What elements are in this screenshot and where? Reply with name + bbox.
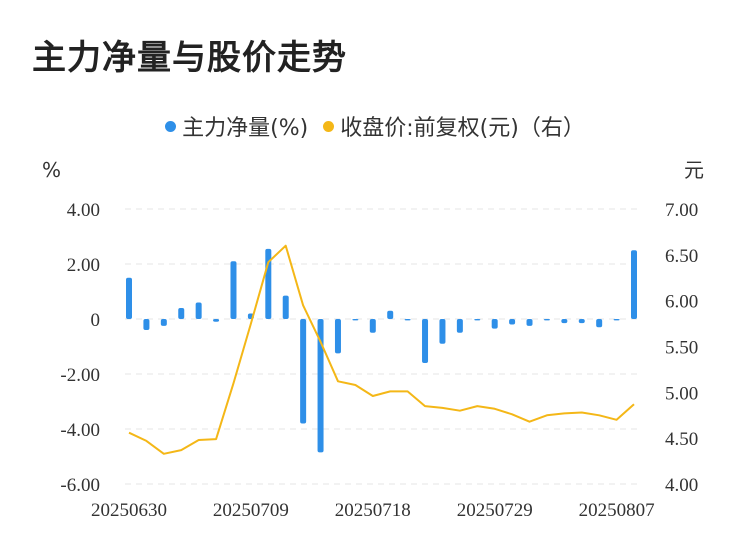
net-volume-bar	[631, 250, 637, 319]
grid-lines	[125, 208, 640, 485]
x-tick-label: 20250718	[335, 500, 411, 521]
right-tick-label: 5.00	[665, 383, 698, 404]
x-axis: 20250630 20250709 20250718 20250729 20250807	[91, 500, 655, 521]
net-volume-bar	[439, 319, 446, 344]
right-tick-label: 4.00	[665, 475, 698, 496]
net-volume-bar	[195, 302, 202, 319]
right-tick-label: 5.50	[665, 338, 698, 359]
right-tick-label: 6.50	[665, 246, 698, 267]
net-volume-bar	[456, 319, 463, 333]
net-volume-bar	[143, 319, 150, 330]
net-volume-bar	[491, 319, 498, 329]
net-volume-bar	[578, 319, 585, 324]
net-volume-bar	[230, 261, 237, 319]
net-volume-bar	[178, 308, 185, 319]
net-volume-bar	[596, 319, 603, 328]
net-volume-bar	[126, 277, 132, 319]
left-tick-label: -4.00	[60, 420, 100, 441]
right-axis: 7.00 6.50 6.00 5.50 5.00 4.50 4.00	[665, 200, 698, 496]
legend-label-net-volume: 主力净量(%)	[182, 116, 309, 141]
left-tick-label: 4.00	[67, 200, 100, 221]
x-tick-label: 20250630	[91, 500, 167, 521]
net-volume-bar	[404, 319, 411, 321]
legend-item-net-volume[interactable]: 主力净量(%)	[165, 110, 308, 142]
net-volume-bar	[474, 319, 481, 321]
net-volume-bar	[300, 319, 307, 424]
left-tick-label: -2.00	[60, 365, 100, 386]
legend: 主力净量(%) 收盘价:前复权(元)（右）	[0, 110, 750, 142]
left-tick-label: -6.00	[60, 475, 100, 496]
right-axis-unit: 元	[684, 158, 704, 182]
net-volume-bar	[543, 319, 550, 321]
x-tick-label: 20250729	[457, 500, 533, 521]
legend-item-close-price[interactable]: 收盘价:前复权(元)（右）	[323, 110, 585, 142]
net-volume-bar	[369, 319, 376, 333]
right-tick-label: 7.00	[665, 200, 698, 221]
right-tick-label: 4.50	[665, 429, 698, 450]
net-volume-bar	[613, 319, 620, 321]
x-tick-label: 20250807	[579, 500, 655, 521]
legend-dot-blue	[165, 120, 177, 132]
net-volume-bar	[317, 319, 324, 453]
left-axis: 4.00 2.00 0 -2.00 -4.00 -6.00	[60, 200, 100, 496]
net-volume-bar	[160, 319, 167, 326]
left-axis-unit: %	[42, 158, 61, 182]
left-tick-label: 2.00	[67, 255, 100, 276]
x-tick-label: 20250709	[213, 500, 289, 521]
net-volume-bar	[334, 319, 341, 354]
legend-label-close-price: 收盘价:前复权(元)（右）	[340, 116, 585, 141]
net-volume-bar	[561, 319, 568, 324]
net-volume-bar	[213, 319, 220, 322]
net-volume-bar	[387, 310, 394, 319]
net-volume-bar	[282, 295, 289, 319]
net-volume-bar	[509, 319, 516, 325]
net-volume-bar	[352, 319, 359, 321]
left-tick-label: 0	[91, 310, 101, 331]
net-volume-bar	[422, 319, 429, 363]
right-tick-label: 6.00	[665, 292, 698, 313]
close-price-line	[128, 244, 635, 455]
bar-series	[126, 248, 637, 453]
net-volume-bar	[526, 319, 533, 326]
line-series	[128, 244, 635, 455]
legend-dot-yellow	[323, 120, 335, 132]
chart-title: 主力净量与股价走势	[32, 38, 347, 78]
